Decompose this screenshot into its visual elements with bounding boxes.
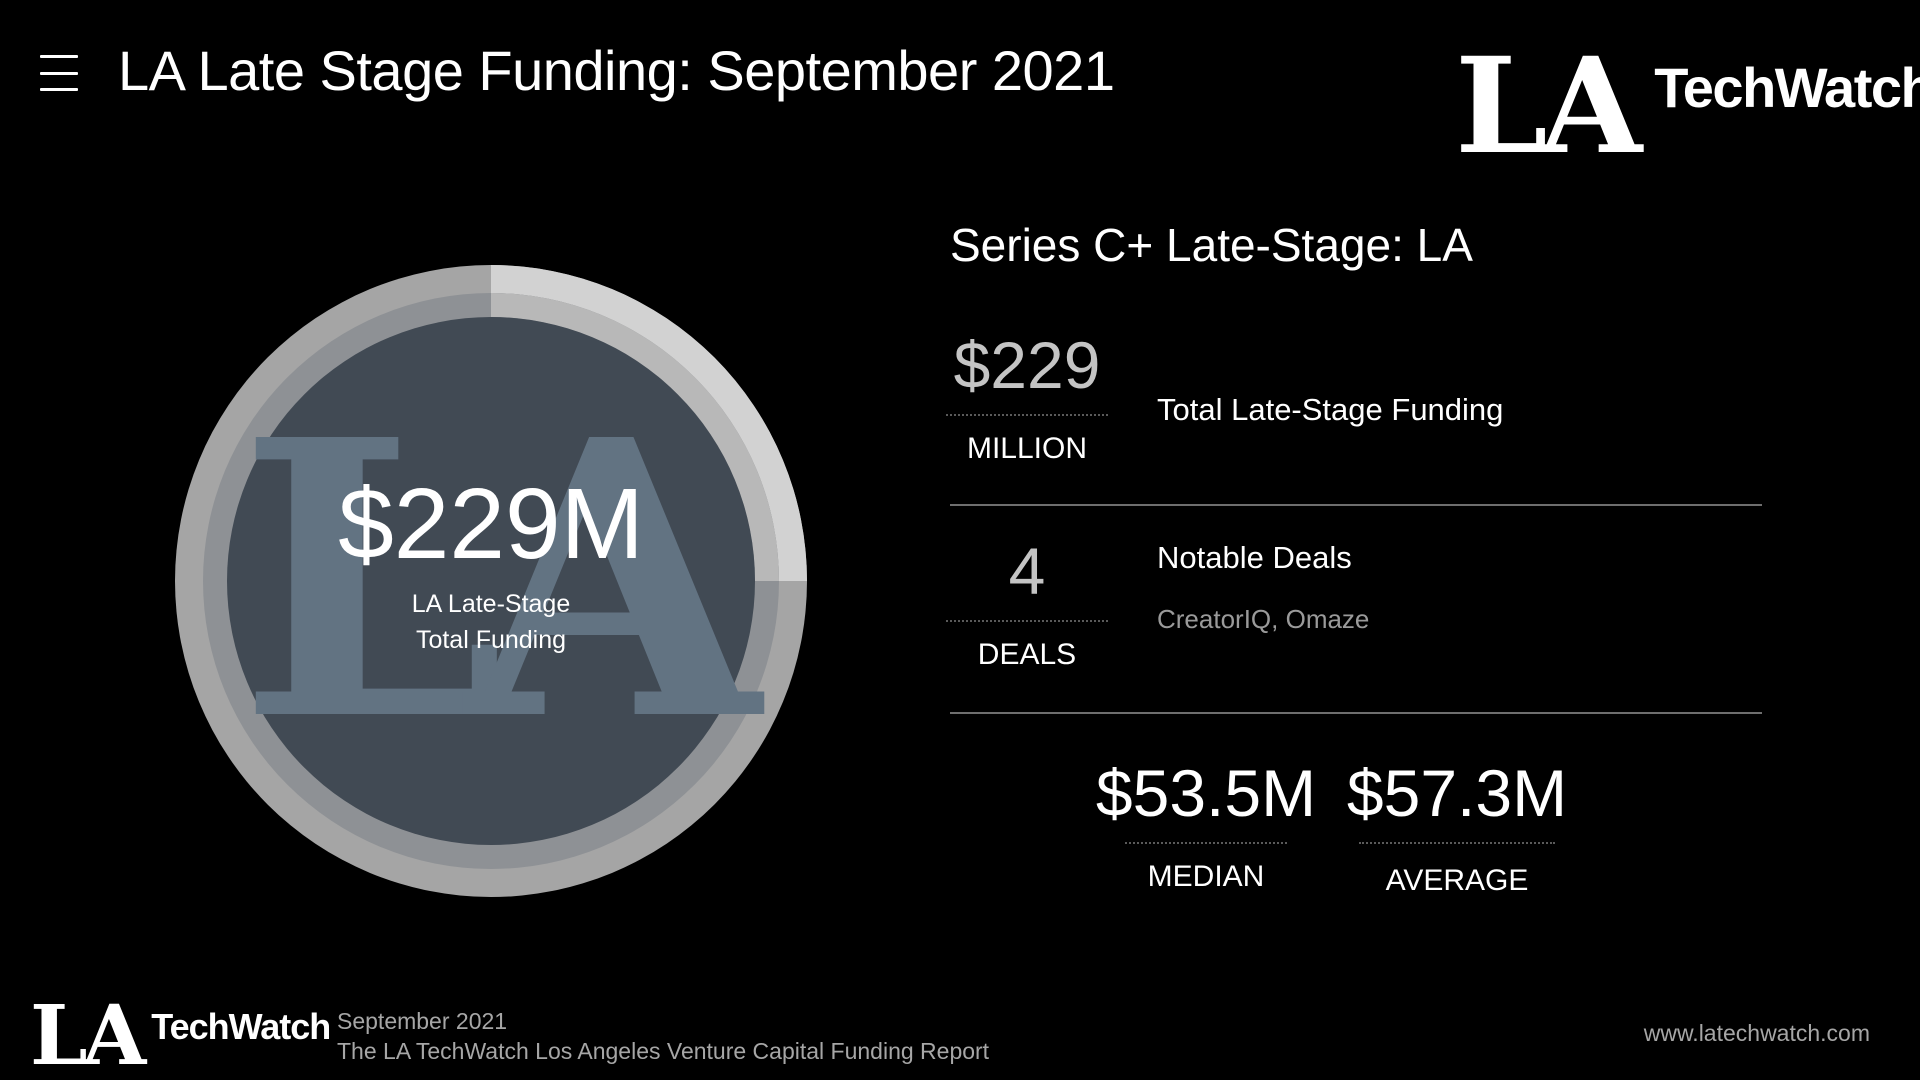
donut-outer-highlight bbox=[491, 265, 807, 581]
logo-techwatch-text: TechWatch bbox=[151, 1006, 331, 1047]
divider bbox=[950, 712, 1762, 714]
deals-unit: DEALS bbox=[977, 638, 1077, 671]
logo-la-mark: LA bbox=[30, 988, 146, 1080]
donut-inner-highlight bbox=[491, 293, 779, 581]
donut-center-fill bbox=[227, 317, 755, 845]
dotted-separator bbox=[1359, 842, 1555, 844]
average-label: AVERAGE bbox=[1385, 864, 1529, 897]
header-logo: LA TechWatch bbox=[1455, 29, 1920, 185]
donut-center: $229M LA Late-Stage Total Funding bbox=[174, 264, 808, 898]
donut-la-watermark: LA bbox=[237, 357, 760, 804]
logo-techwatch-text: TechWatch bbox=[1654, 56, 1920, 119]
notable-deals-label: Notable Deals bbox=[1157, 540, 1352, 575]
divider bbox=[950, 504, 1762, 506]
funding-donut: LA $229M LA Late-Stage Total Funding bbox=[174, 264, 808, 898]
total-funding-label: Total Late-Stage Funding bbox=[1157, 392, 1504, 427]
dotted-separator bbox=[1125, 842, 1287, 844]
logo-la-mark: LA bbox=[1455, 29, 1642, 185]
dotted-separator bbox=[946, 620, 1108, 622]
hamburger-menu-icon[interactable] bbox=[40, 55, 78, 91]
donut-total-label: LA Late-Stage Total Funding bbox=[411, 590, 571, 654]
donut-graphic bbox=[175, 265, 807, 897]
footer-report-name: The LA TechWatch Los Angeles Venture Cap… bbox=[337, 1038, 990, 1064]
total-funding-stat: $229 MILLION bbox=[946, 332, 1108, 464]
average-value: $57.3M bbox=[1346, 756, 1568, 830]
deals-number: 4 bbox=[1008, 534, 1046, 608]
section-title: Series C+ Late-Stage: LA bbox=[950, 219, 1473, 271]
footer-website-link[interactable]: www.latechwatch.com bbox=[1643, 1020, 1870, 1046]
page-title: LA Late Stage Funding: September 2021 bbox=[118, 39, 1115, 102]
notable-deals-names: CreatorIQ, Omaze bbox=[1157, 604, 1370, 634]
median-stat: $53.5M MEDIAN bbox=[1093, 760, 1319, 892]
menu-line bbox=[40, 71, 78, 75]
footer-date: September 2021 bbox=[337, 1008, 508, 1034]
footer-logo: LA TechWatch bbox=[30, 988, 331, 1080]
dotted-separator bbox=[946, 414, 1108, 416]
average-stat: $57.3M AVERAGE bbox=[1344, 760, 1570, 896]
total-funding-unit: MILLION bbox=[966, 432, 1088, 465]
median-label: MEDIAN bbox=[1147, 860, 1265, 893]
footer-report-info: September 2021 The LA TechWatch Los Ange… bbox=[337, 1006, 989, 1066]
total-funding-number: $229 bbox=[953, 328, 1101, 402]
donut-total-value: $229M bbox=[338, 468, 644, 580]
median-value: $53.5M bbox=[1095, 756, 1317, 830]
menu-line bbox=[40, 55, 78, 58]
deals-stat: 4 DEALS bbox=[946, 538, 1108, 670]
menu-line bbox=[40, 88, 78, 91]
